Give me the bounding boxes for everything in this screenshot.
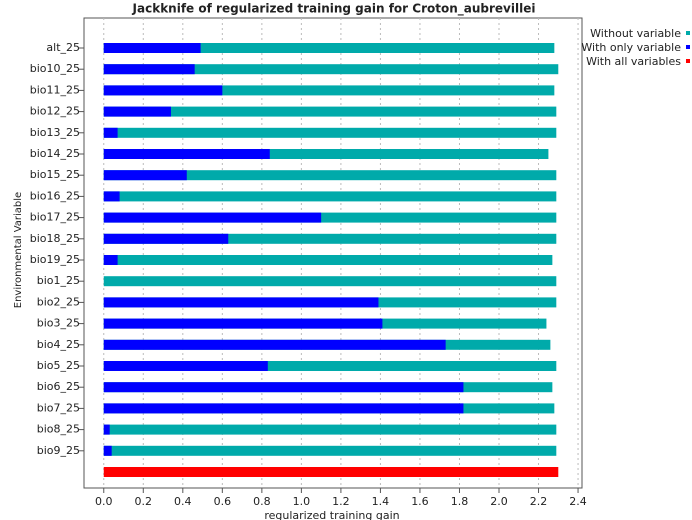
bar xyxy=(103,467,559,477)
y-tick-label: bio15_25 xyxy=(30,168,80,181)
x-tick-label: 1.8 xyxy=(451,495,469,508)
y-tick-label: bio6_25 xyxy=(37,380,80,393)
bar xyxy=(103,255,553,265)
legend-label: With all variables xyxy=(586,55,681,68)
x-tick-label: 0.2 xyxy=(135,495,153,508)
legend-swatch xyxy=(686,31,690,35)
bar xyxy=(103,149,270,159)
x-tick-label: 0.8 xyxy=(253,495,271,508)
y-tick-label: bio5_25 xyxy=(37,359,80,372)
y-tick-label: bio16_25 xyxy=(30,189,80,202)
chart-title: Jackknife of regularized training gain f… xyxy=(132,2,536,17)
y-tick-label: bio18_25 xyxy=(30,232,80,245)
x-tick-label: 0.6 xyxy=(214,495,232,508)
y-tick-label: bio12_25 xyxy=(30,105,80,118)
bar xyxy=(103,361,557,371)
bar xyxy=(103,127,557,138)
plot-frame xyxy=(83,17,583,489)
x-tick-label: 2.0 xyxy=(490,495,508,508)
bar xyxy=(103,43,555,53)
y-tick-label: bio1_25 xyxy=(37,274,80,287)
bar xyxy=(103,276,557,287)
bar xyxy=(103,424,557,435)
y-tick-label: bio13_25 xyxy=(30,126,80,139)
bar xyxy=(103,149,549,159)
legend-swatch xyxy=(686,45,690,49)
bar xyxy=(103,297,379,308)
bar xyxy=(103,212,557,223)
x-tick-label: 1.0 xyxy=(293,495,311,508)
bar xyxy=(103,170,187,181)
y-tick-label: bio8_25 xyxy=(37,423,80,436)
y-tick-label: alt_25 xyxy=(46,41,80,54)
bar xyxy=(103,339,446,350)
y-tick-label: bio17_25 xyxy=(30,211,80,224)
y-tick-label: bio4_25 xyxy=(37,338,80,351)
bar xyxy=(103,106,557,117)
y-tick-label: bio7_25 xyxy=(37,401,80,414)
bar xyxy=(103,191,557,202)
y-tick-label: bio11_25 xyxy=(30,83,80,96)
x-tick-label: 1.4 xyxy=(372,495,390,508)
bar xyxy=(103,403,464,414)
x-tick-label: 0.4 xyxy=(174,495,192,508)
bar xyxy=(103,318,383,329)
bar xyxy=(103,361,268,371)
bar xyxy=(103,233,557,244)
bar xyxy=(103,170,557,181)
legend-label: Without variable xyxy=(590,27,681,40)
bar xyxy=(103,64,195,75)
bar xyxy=(103,233,229,244)
y-tick-label: bio14_25 xyxy=(30,147,80,160)
x-tick-label: 0.0 xyxy=(95,495,113,508)
bar xyxy=(103,445,112,456)
y-tick-label: bio19_25 xyxy=(30,253,80,266)
y-tick-label: bio10_25 xyxy=(30,62,80,75)
y-tick-label: bio3_25 xyxy=(37,317,80,330)
bar xyxy=(103,212,322,223)
bar xyxy=(103,127,118,138)
bar xyxy=(103,445,557,456)
bar xyxy=(103,85,555,96)
x-axis-label: regularized training gain xyxy=(264,509,399,520)
bar xyxy=(103,424,110,435)
y-axis-label: Environmental Variable xyxy=(13,192,24,308)
x-tick-label: 2.2 xyxy=(530,495,548,508)
bar xyxy=(103,85,223,96)
bar xyxy=(103,255,118,265)
legend-label: With only variable xyxy=(581,41,681,54)
bar xyxy=(103,64,559,75)
x-tick-label: 1.2 xyxy=(332,495,350,508)
y-tick-label: bio2_25 xyxy=(37,295,80,308)
bar xyxy=(103,106,171,117)
y-tick-label: bio9_25 xyxy=(37,444,80,457)
bar xyxy=(103,43,201,53)
bar xyxy=(103,382,464,393)
x-tick-label: 2.4 xyxy=(569,495,587,508)
bar xyxy=(103,191,120,202)
x-tick-label: 1.6 xyxy=(411,495,429,508)
legend-swatch xyxy=(686,59,690,63)
